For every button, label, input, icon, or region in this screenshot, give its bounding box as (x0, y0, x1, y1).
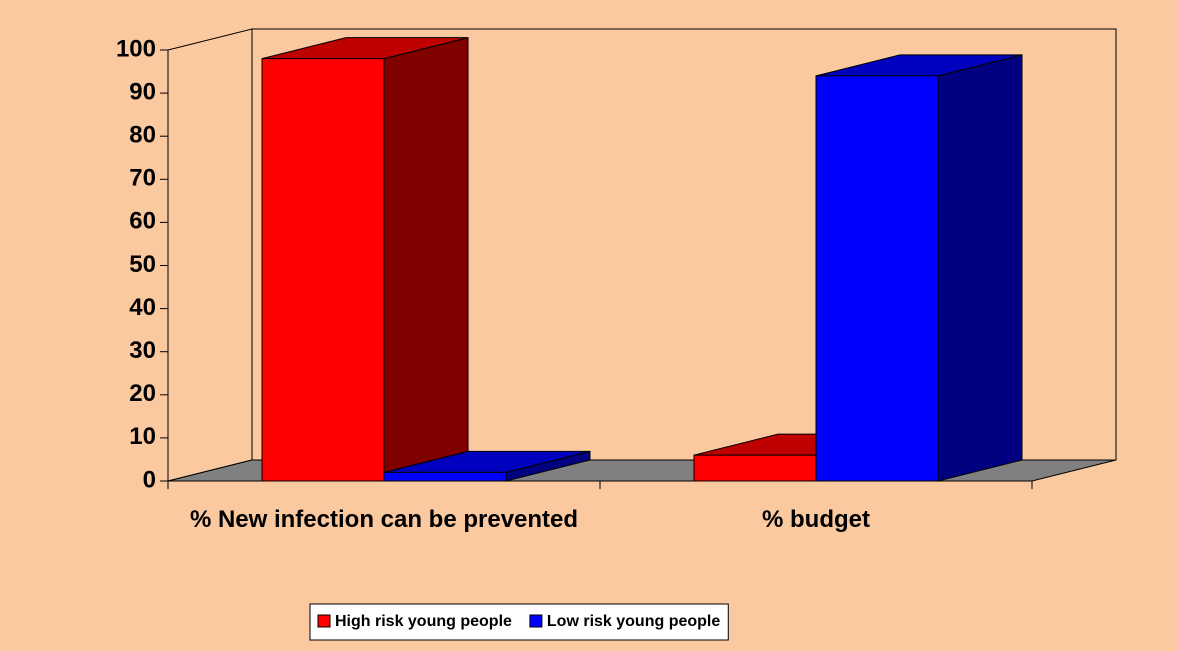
bar-side (383, 36, 469, 482)
x-tick-label: % New infection can be prevented (190, 506, 578, 533)
y-tick-label: 100 (116, 35, 156, 62)
legend-box (309, 603, 729, 641)
bar (261, 36, 469, 482)
label-line: % New infection can be prevented (190, 506, 578, 533)
y-tick-label: 40 (129, 294, 156, 321)
label-line: % budget (762, 506, 870, 533)
side-wall (167, 28, 253, 482)
legend-label: High risk young people (335, 613, 512, 630)
bar (815, 54, 1023, 482)
y-tick-label: 70 (129, 165, 156, 192)
bar-front (383, 471, 507, 482)
bar-front (815, 75, 939, 482)
y-tick-label: 80 (129, 122, 156, 149)
legend: High risk young people Low risk young peo… (309, 603, 729, 641)
y-tick-label: 90 (129, 78, 156, 105)
y-tick-label: 0 (143, 466, 156, 493)
bar (383, 450, 591, 482)
x-tick-label: % budget (762, 506, 870, 533)
legend-swatch (317, 614, 331, 628)
y-tick-label: 30 (129, 337, 156, 364)
bar-front (261, 58, 385, 482)
y-tick-label: 10 (129, 423, 156, 450)
legend-label: Low risk young people (547, 613, 720, 630)
legend-swatch (529, 614, 543, 628)
y-tick-label: 20 (129, 380, 156, 407)
bar-front (693, 454, 817, 482)
y-tick-label: 50 (129, 251, 156, 278)
y-tick-label: 60 (129, 208, 156, 235)
bar-side (937, 54, 1023, 482)
